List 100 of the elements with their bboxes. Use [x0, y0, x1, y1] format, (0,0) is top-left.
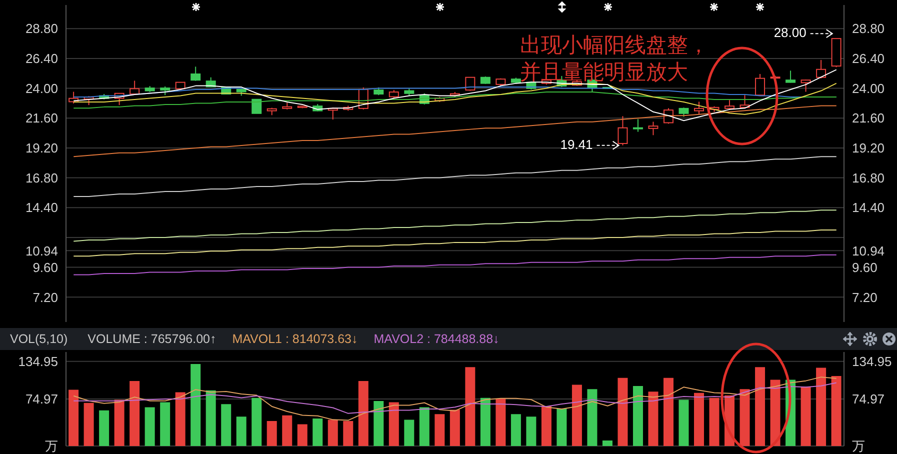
bar	[175, 392, 186, 446]
bar	[144, 407, 155, 446]
bar	[618, 378, 628, 446]
y2-tick-label: 7.20	[852, 290, 878, 305]
y-tick-label: 134.95	[18, 354, 58, 370]
line-series	[73, 254, 837, 276]
y2-tick-label: 10.94	[852, 243, 885, 258]
line-series	[73, 382, 837, 414]
candlestick	[632, 118, 643, 132]
bar	[770, 380, 780, 446]
y-tick-label: 24.00	[25, 80, 58, 96]
y2-tick-label: 16.80	[852, 170, 885, 186]
y-tick-label: 万	[45, 438, 58, 454]
y2-tick-label: 19.20	[852, 140, 885, 156]
candlestick	[800, 79, 811, 92]
candlestick	[252, 98, 262, 114]
line-series	[73, 230, 837, 257]
text: MAVOL1 : 814073.63↓	[232, 332, 358, 346]
y-tick-label: 16.80	[25, 170, 58, 186]
y-tick-label: 9.60	[32, 260, 58, 275]
bar	[496, 398, 506, 446]
line-series	[73, 156, 837, 197]
bar	[663, 378, 674, 446]
bar	[602, 440, 612, 446]
bar	[297, 424, 308, 446]
bar	[312, 418, 323, 446]
bar	[572, 384, 582, 446]
bar	[480, 398, 490, 446]
bar	[740, 389, 750, 446]
bar	[328, 420, 338, 446]
bar	[404, 420, 414, 446]
bar	[526, 416, 536, 446]
y-tick-label: 19.20	[25, 140, 58, 156]
bar	[206, 390, 216, 446]
y2-tick-label: 万	[852, 438, 865, 454]
bar	[450, 410, 460, 446]
bar	[709, 398, 720, 446]
y2-tick-label: 28.80	[852, 21, 885, 36]
bar	[236, 416, 246, 446]
candlestick	[618, 116, 628, 146]
bar	[343, 421, 354, 446]
bar	[358, 380, 368, 446]
bar	[816, 368, 826, 446]
bar	[99, 410, 110, 446]
bar	[465, 367, 476, 446]
y-tick-label: 7.20	[32, 290, 58, 305]
candlestick	[648, 121, 658, 136]
bar	[114, 400, 124, 446]
bar	[221, 404, 232, 446]
y2-tick-label: 9.60	[852, 260, 878, 275]
candlestick	[816, 59, 826, 79]
bar	[632, 386, 643, 446]
y2-tick-label: 74.97	[852, 392, 885, 407]
annotation: 28.00	[774, 25, 806, 40]
candlestick	[130, 80, 140, 96]
y2-tick-label: 26.40	[852, 51, 885, 66]
candlestick	[694, 101, 704, 115]
bar	[84, 402, 94, 446]
line-series	[73, 210, 837, 242]
bar	[694, 392, 704, 446]
annotation: 19.41	[560, 136, 593, 152]
text: MAVOL2 : 784488.88↓	[374, 332, 500, 346]
chart-title: VOL(5,10)	[10, 332, 68, 346]
candlestick	[678, 107, 689, 118]
y2-tick-label: 21.60	[852, 110, 885, 126]
bar	[282, 415, 292, 446]
series-label: VOLUME : 765796.00↑	[88, 332, 216, 346]
y2-tick-label: 14.40	[852, 200, 885, 216]
bar	[541, 406, 552, 446]
bar	[587, 389, 598, 446]
bar	[755, 367, 766, 446]
bar	[800, 386, 811, 446]
bar	[388, 402, 399, 446]
y2-tick-label: 134.95	[852, 354, 892, 370]
line-series	[73, 376, 837, 421]
y-tick-label: 74.97	[25, 392, 58, 407]
bar	[678, 400, 689, 446]
line-series	[73, 92, 837, 109]
bar	[510, 414, 521, 446]
bar	[434, 414, 445, 446]
bar	[160, 402, 170, 446]
bar	[190, 364, 201, 446]
candlestick	[755, 73, 766, 96]
bar	[556, 408, 567, 446]
bar	[130, 380, 140, 446]
bar	[831, 376, 842, 446]
annotation: 出现小幅阳线盘整，并且量能明显放大	[520, 32, 710, 86]
y2-tick-label: 24.00	[852, 80, 885, 96]
candlestick	[786, 70, 796, 84]
y-tick-label: 21.60	[25, 110, 58, 126]
bar	[266, 421, 277, 446]
y-tick-label: 14.40	[25, 200, 58, 216]
y-tick-label: 10.94	[25, 243, 58, 258]
bar	[648, 392, 658, 446]
bar	[374, 401, 384, 446]
y-tick-label: 28.80	[25, 21, 58, 36]
line-series	[73, 105, 837, 158]
candlestick	[190, 66, 201, 82]
bar	[419, 407, 430, 446]
candlestick	[465, 76, 476, 92]
